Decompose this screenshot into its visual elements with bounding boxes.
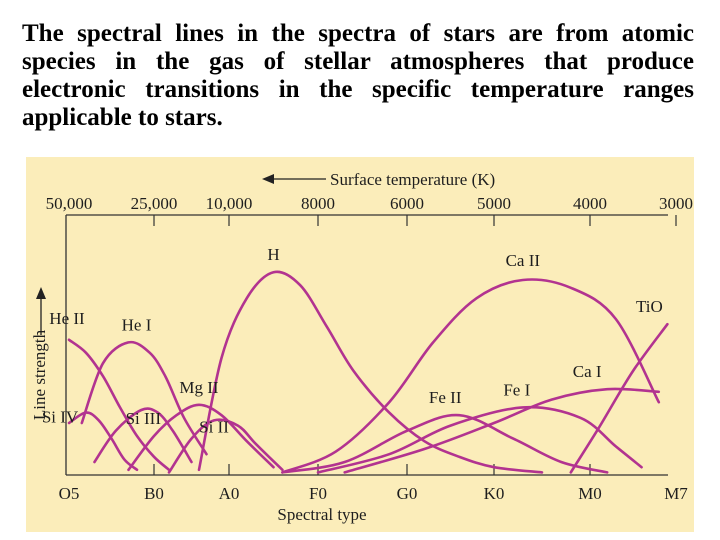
series-line-fe-i xyxy=(316,405,643,474)
x-tick-label: F0 xyxy=(309,484,327,503)
x-tick-label: M7 xyxy=(664,484,688,503)
series-label-si-ii: Si II xyxy=(199,417,229,436)
series-label-ca-i: Ca I xyxy=(573,362,602,381)
top-axis-arrow-head xyxy=(262,174,274,184)
x-tick-label: A0 xyxy=(219,484,240,503)
top-tick-label: 3000 xyxy=(659,194,693,213)
spectral-chart-figure: O5 50,000 B0 25,000 A0 10,000 F0 8000 G0 6000 K0 50… xyxy=(26,157,694,532)
x-tick-label: G0 xyxy=(397,484,418,503)
series-label-he-ii: He II xyxy=(49,309,85,328)
series-line-si-iii xyxy=(93,407,193,464)
top-axis-title: Surface temperature (K) xyxy=(330,170,495,189)
top-tick-label: 4000 xyxy=(573,194,607,213)
series-line-fe-ii xyxy=(281,413,609,474)
series-label-fe-i: Fe I xyxy=(503,380,530,399)
caption-text: The spectral lines in the spectra of sta… xyxy=(22,20,694,131)
x-tick-label: O5 xyxy=(59,484,80,503)
top-tick-label: 50,000 xyxy=(46,194,93,213)
x-tick-label: K0 xyxy=(484,484,505,503)
series-label-mg-ii: Mg II xyxy=(179,378,219,397)
series-label-si-iv: Si IV xyxy=(42,408,79,427)
series-line-si-iv xyxy=(67,411,139,472)
series-line-he-i xyxy=(80,340,208,456)
top-tick-label: 5000 xyxy=(477,194,511,213)
chart-svg: O5 50,000 B0 25,000 A0 10,000 F0 8000 G0 6000 K0 50… xyxy=(30,170,693,524)
top-tick-label: 25,000 xyxy=(131,194,178,213)
series-line-ca-i xyxy=(343,387,661,474)
series-line-tio xyxy=(569,322,669,474)
series-line-h xyxy=(197,270,544,474)
top-tick-label: 6000 xyxy=(390,194,424,213)
series-label-si-iii: Si III xyxy=(126,409,162,428)
series-label-fe-ii: Fe II xyxy=(429,388,462,407)
series-label-he-i: He I xyxy=(122,315,152,334)
series-label-h: H xyxy=(267,245,279,264)
x-axis-title: Spectral type xyxy=(277,505,366,524)
series-line-si-ii xyxy=(167,418,284,474)
y-axis-title: Line strength xyxy=(30,329,49,420)
x-tick-label: M0 xyxy=(578,484,602,503)
top-tick-label: 10,000 xyxy=(206,194,253,213)
series-line-he-ii xyxy=(67,338,171,472)
y-axis-arrow-head xyxy=(36,287,46,299)
series-label-ca-ii: Ca II xyxy=(506,251,541,270)
x-tick-label: B0 xyxy=(144,484,164,503)
series-label-tio: TiO xyxy=(636,297,663,316)
series-line-mg-ii xyxy=(127,403,275,472)
series-line-ca-ii xyxy=(281,278,661,474)
top-tick-label: 8000 xyxy=(301,194,335,213)
